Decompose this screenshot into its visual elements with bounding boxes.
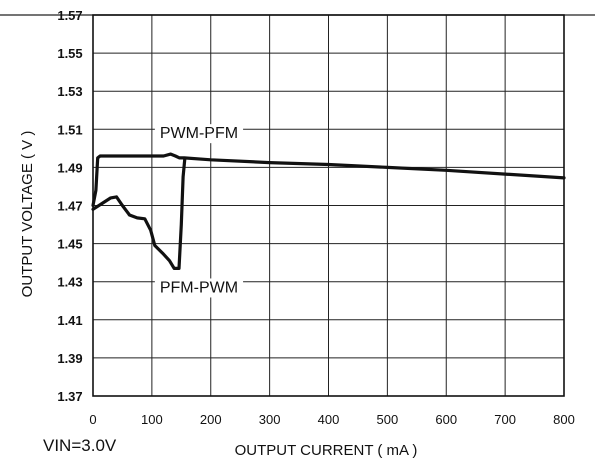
- x-tick-label: 600: [435, 412, 457, 427]
- x-tick-label: 500: [377, 412, 399, 427]
- annotation-label: PWM-PFM: [160, 125, 238, 142]
- x-tick-label: 800: [553, 412, 575, 427]
- y-tick-label: 1.55: [57, 46, 82, 61]
- x-axis-ticks: 0 100 200 300 400 500 600 700 800: [89, 412, 574, 427]
- y-tick-label: 1.57: [57, 8, 82, 23]
- x-tick-label: 0: [89, 412, 96, 427]
- grid: [92, 14, 565, 397]
- annotation-label: PFM-PWM: [160, 279, 238, 296]
- y-axis-label: OUTPUT VOLTAGE ( V ): [19, 131, 36, 298]
- x-tick-label: 200: [200, 412, 222, 427]
- y-tick-label: 1.37: [57, 389, 82, 404]
- series-line-2: [91, 157, 187, 270]
- y-tick-label: 1.47: [57, 199, 82, 214]
- x-axis-label: OUTPUT CURRENT ( mA ): [235, 442, 418, 459]
- y-tick-label: 1.53: [57, 84, 82, 99]
- series-line-1: [91, 152, 566, 208]
- annotations: PWM-PFM PFM-PWM: [154, 124, 244, 298]
- annotation-background: [154, 278, 244, 298]
- series-group: [91, 152, 566, 270]
- y-tick-label: 1.51: [57, 122, 82, 137]
- y-tick-label: 1.45: [57, 237, 82, 252]
- y-axis-ticks: 1.37 1.39 1.41 1.43 1.45 1.47 1.49 1.51 1.53 1.55…: [57, 8, 82, 404]
- annotation-background: [154, 124, 244, 144]
- condition-label: VIN=3.0V: [43, 436, 117, 455]
- x-tick-label: 100: [141, 412, 163, 427]
- y-tick-label: 1.49: [57, 160, 82, 175]
- y-tick-label: 1.41: [57, 313, 82, 328]
- x-tick-label: 700: [494, 412, 516, 427]
- x-tick-label: 400: [318, 412, 340, 427]
- y-tick-label: 1.43: [57, 275, 82, 290]
- y-tick-label: 1.39: [57, 351, 82, 366]
- x-tick-label: 300: [259, 412, 281, 427]
